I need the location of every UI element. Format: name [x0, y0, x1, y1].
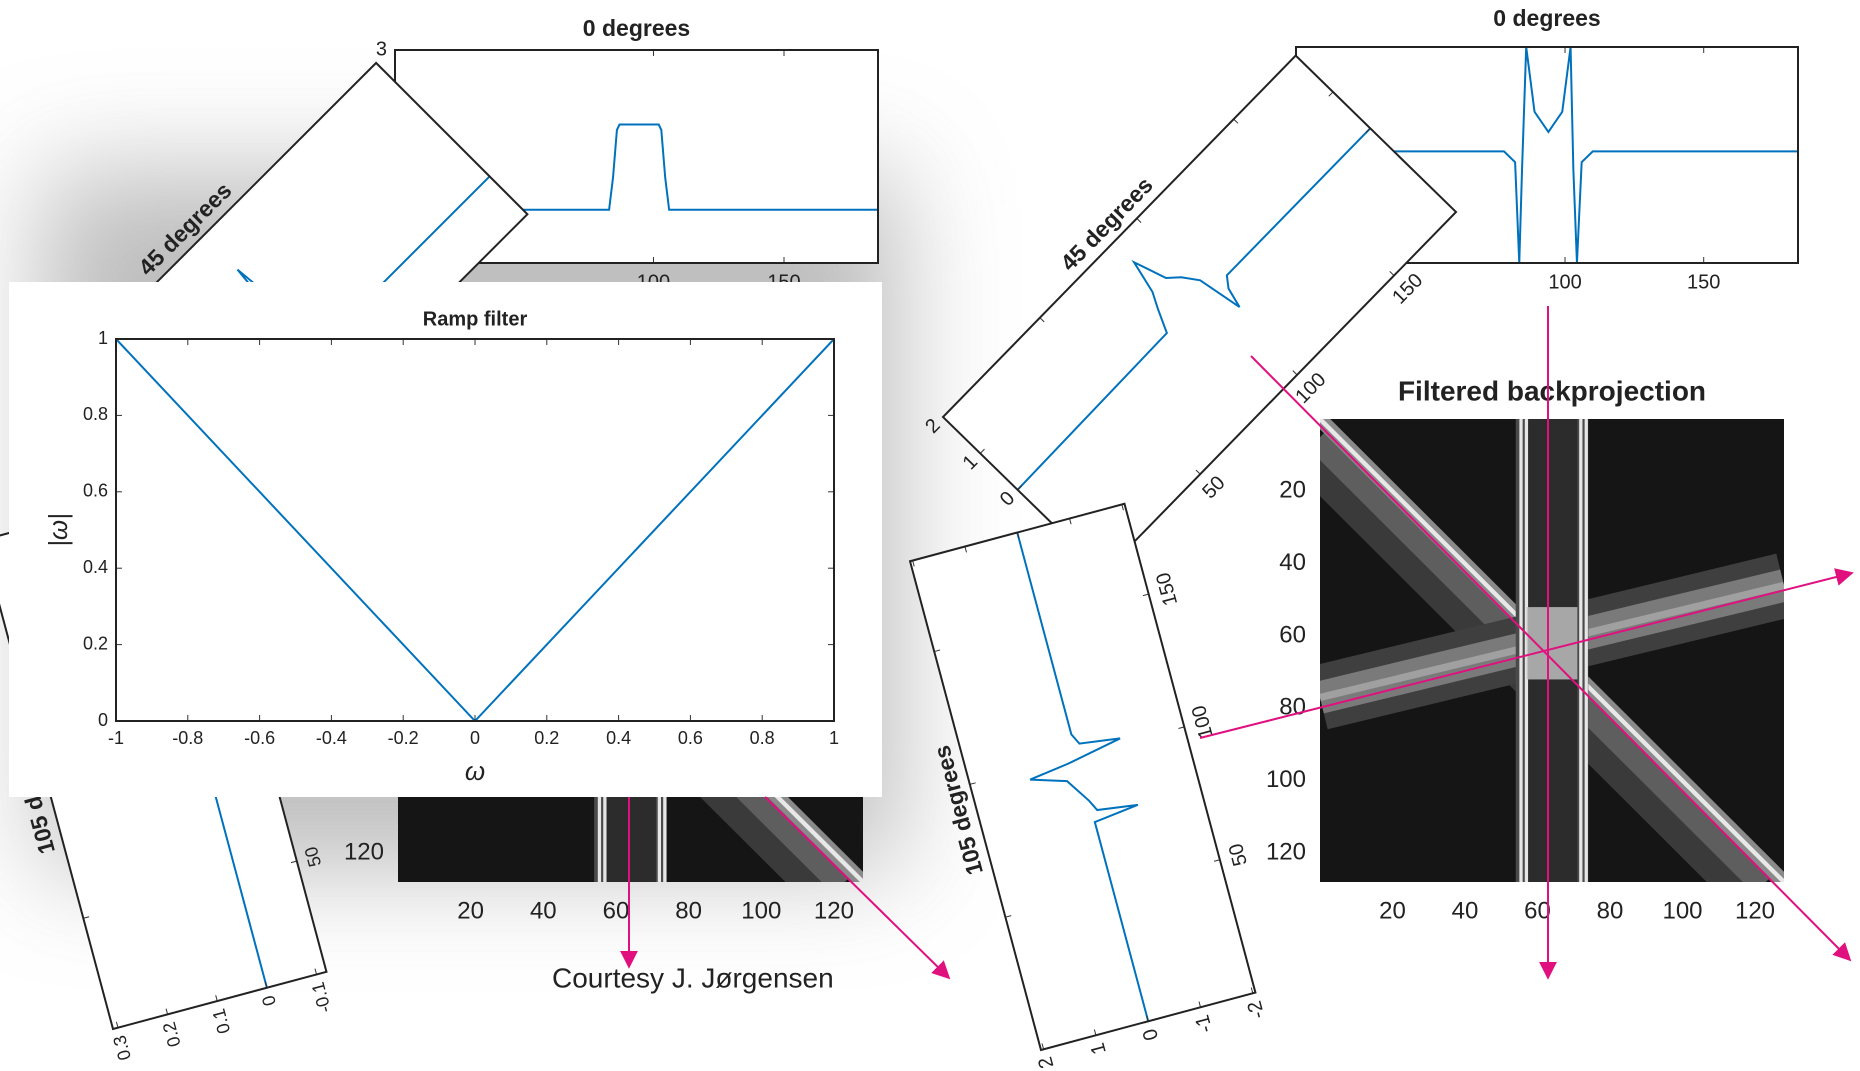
x-tick-label: 60: [603, 897, 630, 924]
y-tick-label: 0: [1139, 1026, 1163, 1042]
x-tick-label: 40: [1452, 897, 1479, 924]
x-tick-label: 0.8: [750, 728, 775, 748]
y-tick-label: 0.6: [83, 481, 108, 501]
y-tick-label: 0.4: [83, 557, 108, 577]
x-tick-label: 20: [457, 897, 484, 924]
x-tick-label: 0: [470, 728, 480, 748]
y-tick-label: 1: [98, 328, 108, 348]
image-center: [1527, 607, 1578, 679]
x-tick-label: 50: [1198, 472, 1229, 503]
y-tick-label: 120: [344, 838, 384, 865]
image: [1320, 419, 1784, 882]
image-bar-edge: [1519, 419, 1522, 882]
slide: 2040608010012012010015030 degrees45 degr…: [0, 0, 1860, 1071]
plot-title: 0 degrees: [1493, 5, 1600, 31]
y-tick-label: 0.1: [208, 1007, 234, 1036]
x-tick-label: 150: [1152, 570, 1182, 608]
x-tick-label: -0.8: [172, 728, 203, 748]
y-tick-label: 2: [1034, 1054, 1058, 1070]
y-tick-label: 120: [1266, 838, 1306, 865]
y-tick-label: 2: [921, 415, 945, 438]
image-bar-edge: [1585, 419, 1588, 882]
y-tick-label: 20: [1279, 477, 1306, 504]
y-tick-label: 0: [258, 993, 280, 1008]
x-tick-label: 100: [1662, 897, 1702, 924]
y-tick-label: 0: [996, 487, 1020, 510]
x-tick-label: 0.4: [606, 728, 631, 748]
x-tick-label: 100: [741, 897, 781, 924]
x-tick-label: 1: [829, 728, 839, 748]
y-tick-label: 0.8: [83, 404, 108, 424]
y-tick-label: -0.1: [308, 980, 335, 1015]
x-tick-label: 100: [1548, 271, 1581, 293]
y-tick-label: -2: [1244, 998, 1270, 1021]
y-tick-label: 40: [1279, 549, 1306, 576]
plot-title: Filtered backprojection: [1398, 375, 1706, 406]
y-tick-label: 0.2: [159, 1020, 185, 1049]
x-tick-label: 120: [814, 897, 854, 924]
y-tick-label: -1: [1191, 1012, 1217, 1035]
y-axis-label: |ω|: [43, 513, 73, 547]
x-tick-label: 20: [1379, 897, 1406, 924]
x-tick-label: -0.4: [316, 728, 347, 748]
credit: Courtesy J. Jørgensen: [552, 962, 834, 993]
y-tick-label: 1: [1087, 1040, 1111, 1056]
x-tick-label: 60: [1524, 897, 1551, 924]
y-tick-label: 0.3: [109, 1033, 135, 1062]
x-tick-label: 80: [1597, 897, 1624, 924]
y-tick-label: 0: [98, 710, 108, 730]
ramp-layer: -1 -0.8 -0.6 -0.4 -0.2 0 0.2 0.4 0.6 0.8 1 0 0.2 0.4 0…: [9, 282, 882, 797]
x-tick-label: -1: [108, 728, 124, 748]
plot-area: [116, 339, 834, 721]
y-tick-label: 0.2: [83, 633, 108, 653]
x-tick-label: -0.6: [244, 728, 275, 748]
x-tick-label: 50: [1225, 841, 1252, 868]
x-tick-label: 80: [675, 897, 702, 924]
plot-title: Ramp filter: [423, 308, 528, 330]
x-tick-label: 0.6: [678, 728, 703, 748]
x-axis-label: ω: [465, 756, 485, 786]
x-tick-label: 150: [1687, 271, 1720, 293]
x-tick-label: 40: [530, 897, 557, 924]
plot-title: 0 degrees: [583, 15, 690, 41]
page: 2040608010012012010015030 degrees45 degr…: [0, 0, 1860, 1071]
x-tick-label: -0.2: [388, 728, 419, 748]
plot: -1 -0.8 -0.6 -0.4 -0.2 0 0.2 0.4 0.6 0.8 1 0 0.2 0.4 0…: [43, 308, 839, 786]
y-tick-label: 1: [959, 451, 983, 474]
y-tick-label: 100: [1266, 766, 1306, 793]
image-bar-edge: [1579, 419, 1582, 882]
y-tick-label: 3: [376, 38, 387, 60]
x-tick-label: 120: [1735, 897, 1775, 924]
y-tick-label: 60: [1279, 621, 1306, 648]
x-tick-label: 0.2: [534, 728, 559, 748]
